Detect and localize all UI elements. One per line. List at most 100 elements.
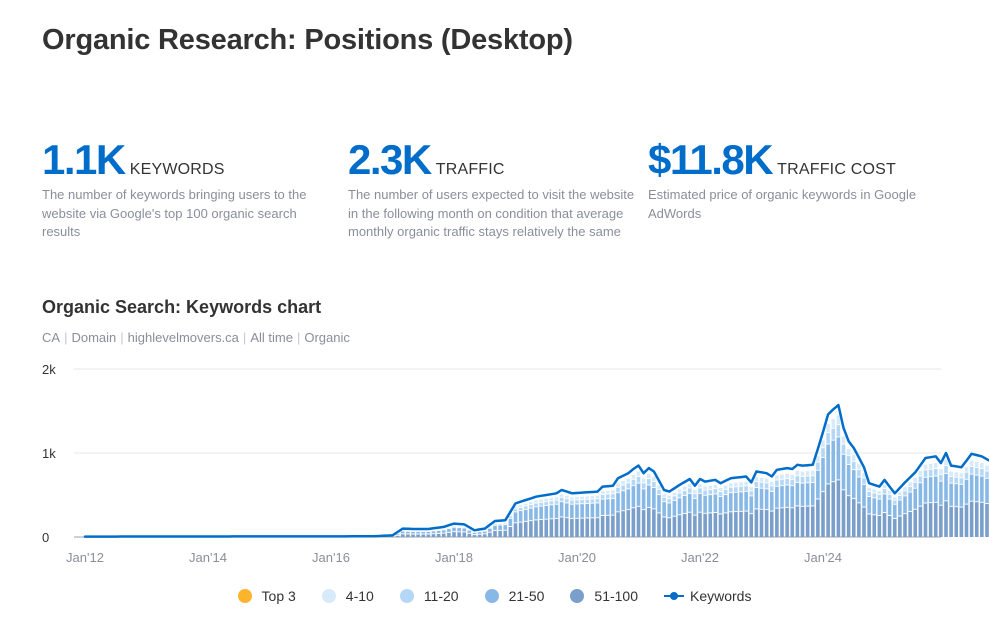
bar-segment-p4_10: [954, 471, 959, 477]
bar-segment-p21_50: [605, 498, 610, 515]
bar-segment-p11_20: [585, 498, 590, 503]
bar-separator: [816, 454, 820, 456]
bar-separator: [529, 520, 533, 522]
legend-item-top3[interactable]: Top 3: [237, 588, 296, 604]
bar-segment-p11_20: [836, 424, 841, 437]
bar-separator: [544, 504, 549, 506]
bar-separator: [923, 476, 928, 478]
bar-segment-p11_20: [646, 478, 651, 485]
bar-separator: [636, 475, 641, 477]
traffic-value[interactable]: 2.3K: [348, 136, 432, 183]
bar-segment-p51_100: [708, 512, 713, 537]
bar-segment-p11_20: [800, 475, 805, 483]
bar-segment-p21_50: [918, 482, 923, 506]
bar-separator: [416, 530, 420, 532]
bar-separator: [841, 453, 846, 455]
bar-segment-p4_10: [687, 483, 692, 488]
bar-segment-p11_20: [580, 499, 584, 504]
bar-separator: [769, 480, 774, 482]
bar-segment-p51_100: [518, 521, 523, 537]
bar-separator: [908, 481, 912, 483]
bar-separator: [841, 443, 846, 445]
bar-separator: [488, 531, 492, 533]
bar-segment-p21_50: [559, 501, 564, 517]
bar-segment-p21_50: [544, 504, 549, 519]
bar-separator: [544, 501, 549, 503]
bar-separator: [775, 474, 779, 476]
traffic-description: The number of users expected to visit th…: [348, 187, 635, 239]
bar-separator: [739, 491, 743, 493]
bar-separator: [723, 512, 728, 514]
bar-separator: [898, 491, 902, 493]
legend-dot-icon: [321, 589, 336, 603]
bar-separator: [780, 478, 784, 480]
bar-segment-p4_10: [918, 470, 923, 476]
bar-separator: [831, 418, 836, 420]
bar-separator: [534, 499, 538, 501]
bar-segment-p4_10: [585, 495, 590, 499]
bar-separator: [549, 518, 554, 520]
bar-segment-p4_10: [677, 488, 682, 493]
bar-segment-p11_20: [595, 498, 600, 503]
legend-item-4-10[interactable]: 4-10: [321, 588, 374, 604]
bar-separator: [549, 500, 554, 502]
bar-segment-p21_50: [826, 443, 830, 484]
bar-segment-p21_50: [969, 473, 974, 501]
bar-segment-p4_10: [826, 422, 830, 433]
bar-segment-p4_10: [985, 464, 989, 471]
bar-separator: [959, 472, 964, 474]
bar-separator: [718, 496, 723, 498]
traffic-cost-value[interactable]: $11.8K: [648, 136, 774, 183]
bar-separator: [913, 508, 918, 510]
bar-separator: [928, 502, 933, 504]
bar-segment-p4_10: [964, 465, 969, 472]
bar-segment-p4_10: [523, 502, 528, 506]
bar-separator: [513, 505, 518, 507]
bar-separator: [457, 527, 461, 529]
bar-segment-p21_50: [723, 494, 728, 513]
bar-segment-p4_10: [646, 472, 651, 479]
bar-segment-p11_20: [775, 479, 779, 486]
bar-segment-p4_10: [600, 490, 605, 494]
bar-separator: [677, 492, 682, 494]
bar-separator: [846, 495, 851, 497]
bar-separator: [734, 481, 738, 483]
bar-separator: [554, 496, 559, 498]
bar-segment-p4_10: [518, 504, 523, 507]
bar-segment-p11_20: [518, 506, 523, 511]
bar-segment-p4_10: [810, 469, 815, 476]
bar-segment-p51_100: [539, 519, 543, 537]
bar-separator: [831, 439, 836, 441]
bar-segment-p21_50: [677, 497, 682, 515]
filter-scope: Domain: [71, 330, 117, 345]
metric-keywords: 1.1K KEYWORDS The number of keywords bri…: [42, 138, 332, 242]
bar-separator: [969, 465, 974, 467]
bar-segment-p11_20: [641, 482, 646, 489]
bar-separator: [964, 465, 969, 467]
bar-segment-p4_10: [877, 490, 882, 494]
legend-item-keywords[interactable]: Keywords: [664, 588, 751, 604]
bar-segment-p51_100: [472, 534, 477, 537]
keywords-chart[interactable]: 0 1k 2k Jan'12 Jan'14 Jan'16 Jan'18 Jan'20 Jan'2…: [0, 355, 989, 580]
bar-separator: [575, 517, 579, 519]
bar-segment-p11_20: [693, 493, 697, 498]
bar-segment-p51_100: [687, 511, 692, 537]
bar-separator: [421, 533, 426, 535]
bar-segment-p4_10: [887, 490, 892, 494]
bar-separator: [677, 497, 682, 499]
bar-separator: [646, 484, 651, 486]
legend-item-51-100[interactable]: 51-100: [570, 588, 638, 604]
bar-separator: [759, 476, 764, 478]
bar-separator: [723, 488, 728, 490]
bar-segment-p11_20: [667, 498, 672, 503]
bar-separator: [687, 487, 692, 489]
bar-separator: [564, 502, 569, 504]
bar-separator: [529, 501, 533, 503]
legend-item-21-50[interactable]: 21-50: [484, 588, 544, 604]
bar-segment-p11_20: [708, 488, 713, 495]
keywords-value[interactable]: 1.1K: [42, 136, 126, 183]
legend-item-11-20[interactable]: 11-20: [399, 588, 459, 604]
bar-segment-p4_10: [703, 485, 707, 490]
bar-separator: [749, 495, 754, 497]
bar-separator: [590, 502, 595, 504]
